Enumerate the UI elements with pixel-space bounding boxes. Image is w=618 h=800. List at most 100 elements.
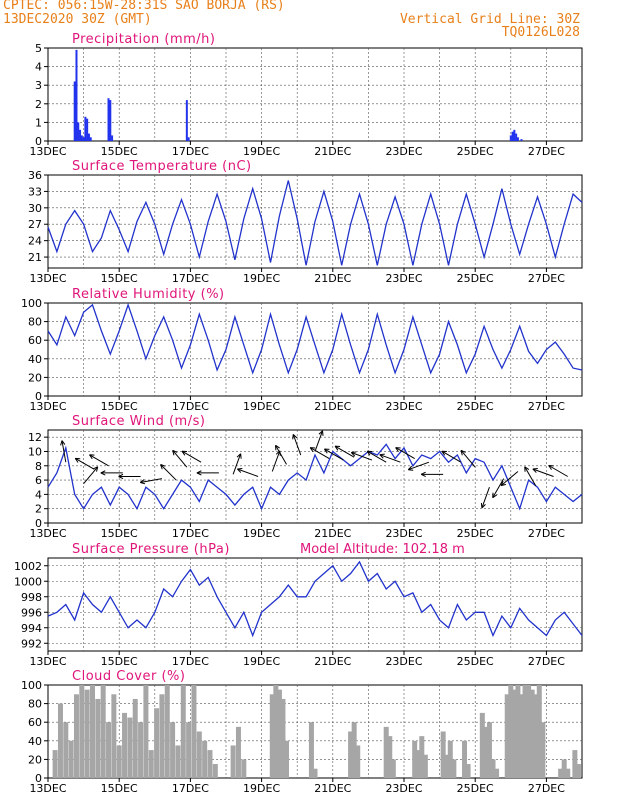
cloud-bar [412,740,418,778]
x-tick-label: 27DEC [528,655,565,668]
x-tick-label: 17DEC [172,145,209,158]
cloud-bar [387,736,393,778]
wind-arrow [500,471,519,487]
cloud-bar [52,750,58,778]
precip-bar [509,135,512,141]
y-tick-label: 994 [21,622,42,635]
y-tick-label: 2 [35,98,42,111]
cloud-bar [572,750,578,778]
precip-bar [80,135,83,141]
cloud-bar [175,745,181,778]
precip-bar [187,137,190,141]
precip-bar [75,49,78,141]
x-tick-label: 23DEC [385,655,422,668]
x-tick-label: 13DEC [29,272,66,285]
y-tick-label: 992 [21,637,42,650]
wind-arrow-head [395,447,401,453]
wind-arrow-head [181,450,188,456]
wind-arrow-head [309,447,316,453]
y-tick-label: 60 [28,334,42,347]
x-tick-label: 23DEC [385,145,422,158]
y-tick-label: 6 [35,474,42,487]
precip-bar [89,137,92,141]
x-tick-label: 19DEC [243,527,280,540]
wind-arrow-head [275,444,280,451]
wind-arrow [309,447,330,460]
cloud-bar [348,731,354,778]
cloud-bar [518,694,524,778]
y-tick-label: 24 [28,235,42,248]
series-line [47,180,583,266]
cloud-bar [284,740,290,778]
wind-arrow-head [292,434,298,440]
wind-arrow [275,445,287,465]
cloud-bar [111,694,117,778]
x-tick-label: 25DEC [457,527,494,540]
y-tick-label: 996 [21,606,42,619]
wind-arrow [395,447,415,460]
header-date: 13DEC2020 30Z (GMT) [3,12,152,27]
cloud-bar [116,745,122,778]
x-tick-label: 23DEC [385,400,422,413]
wind-arrow-head [460,449,466,456]
cloud-bar [483,726,489,778]
wind-arrow-head [196,470,202,476]
wind-arrow-head [407,465,414,471]
y-tick-label: 3 [35,79,42,92]
cloud-bar [383,726,389,778]
wind-arrow [314,430,323,452]
precip-bar [109,100,112,141]
wind-arrow-head [420,471,426,477]
cloud-bar [494,768,500,778]
y-tick-label: 33 [28,185,42,198]
x-tick-label: 27DEC [528,527,565,540]
precip-bar [87,133,90,141]
wind-arrow-head [318,430,324,436]
panel-title: Surface Temperature (nC) [72,159,252,174]
y-tick-label: 36 [28,169,42,182]
precip-bar [84,116,87,141]
cloud-bar [202,740,208,778]
wind-arrow [408,461,430,471]
y-tick-label: 40 [28,735,42,748]
y-tick-label: 998 [21,591,42,604]
x-tick-label: 19DEC [243,655,280,668]
cloud-bar [106,722,112,778]
wind-arrow-head [500,480,507,487]
cloud-bar [68,740,74,778]
cloud-bar [138,722,144,778]
x-tick-label: 19DEC [243,272,280,285]
wind-arrow [172,450,188,468]
cloud-bar [230,745,236,778]
x-tick-label: 21DEC [314,527,351,540]
y-tick-label: 80 [28,698,42,711]
cloud-bar [127,717,133,778]
wind-arrow [74,457,95,470]
cloud-bar [164,685,170,778]
cloud-bar [415,750,421,778]
precip-bar [73,81,76,141]
x-tick-label: 17DEC [172,782,209,795]
cloud-bar [57,703,63,778]
y-tick-label: 30 [28,202,42,215]
wind-arrow-head [92,466,99,472]
cloud-bar [148,750,154,778]
wind-arrow-head [441,450,447,456]
cloud-bar [154,708,160,778]
x-tick-label: 23DEC [385,272,422,285]
x-tick-label: 13DEC [29,527,66,540]
cloud-bar [191,685,197,778]
wind-arrow-head [89,454,95,460]
x-tick-label: 15DEC [101,272,138,285]
wind-arrow [441,450,462,463]
x-tick-label: 17DEC [172,272,209,285]
y-tick-label: 0 [35,390,42,403]
wind-arrow-head [480,502,486,509]
wind-arrow [181,450,202,463]
cloud-bar [486,722,492,778]
x-tick-label: 15DEC [101,782,138,795]
cloud-bar [565,768,571,778]
x-tick-label: 17DEC [172,527,209,540]
wind-arrow [481,487,490,509]
